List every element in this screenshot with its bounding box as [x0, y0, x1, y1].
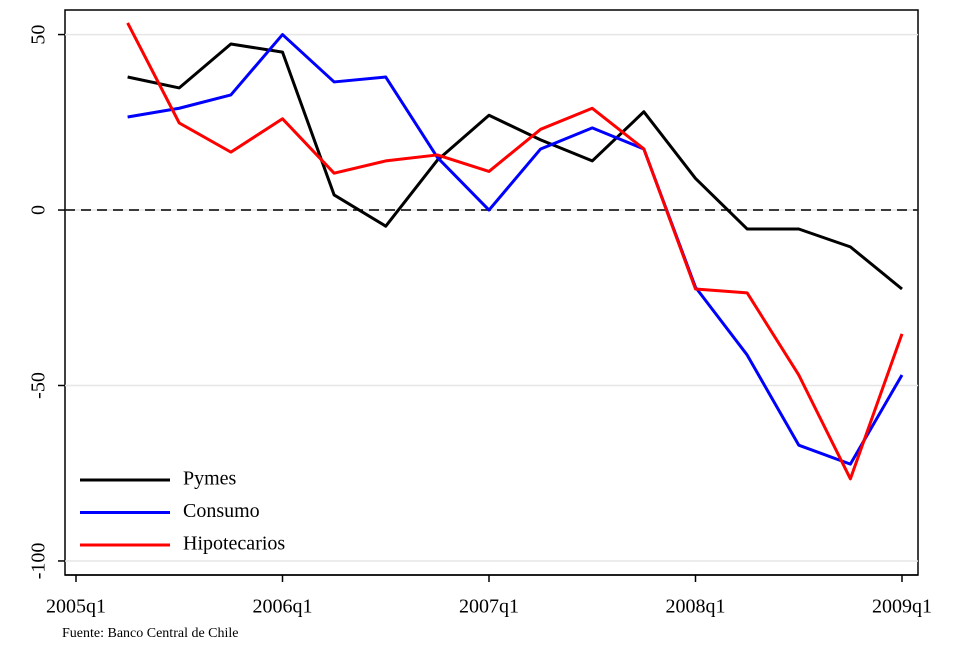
x-tick-label: 2007q1	[459, 596, 519, 618]
legend-label: Pymes	[183, 468, 237, 490]
series-line	[127, 33, 904, 466]
x-tick-label: 2005q1	[46, 596, 106, 618]
y-tick-label: -100	[28, 543, 50, 580]
y-tick-label: 50	[28, 25, 50, 45]
x-tick-label: 2009q1	[872, 596, 932, 618]
series-line	[126, 22, 904, 481]
series-line	[127, 42, 903, 291]
y-tick-label: 0	[28, 205, 50, 215]
legend-label: Hipotecarios	[183, 533, 285, 555]
source-note: Fuente: Banco Central de Chile	[62, 626, 239, 641]
x-tick-label: 2006q1	[253, 596, 313, 618]
y-tick-label: -50	[28, 372, 50, 399]
x-tick-label: 2008q1	[666, 596, 726, 618]
plot-frame	[64, 9, 919, 576]
legend-label: Consumo	[183, 500, 260, 522]
